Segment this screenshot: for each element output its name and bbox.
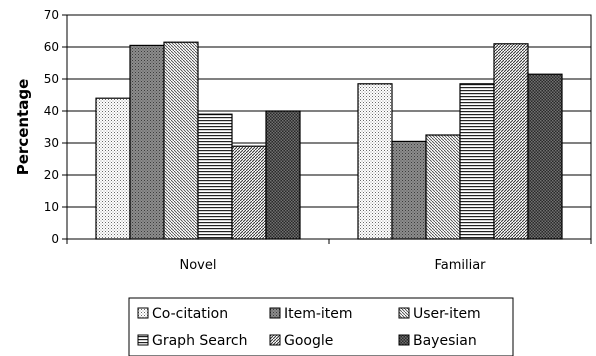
legend-label: Google <box>284 333 333 349</box>
axis-labels: 0 10 20 30 40 50 60 70 Novel Familiar <box>44 8 486 273</box>
bar-item-item-novel <box>129 44 165 240</box>
x-category-label: Novel <box>180 258 217 273</box>
bar-user-item-novel <box>163 41 199 240</box>
legend-label: Item-item <box>284 306 353 322</box>
bar-google-familiar <box>493 43 529 240</box>
bar-graph-search-novel <box>197 113 233 240</box>
y-tick-label: 20 <box>44 168 59 182</box>
y-tick-label: 0 <box>51 232 59 246</box>
plot-border <box>66 14 592 240</box>
legend-label: Co-citation <box>152 306 228 322</box>
bar-item-item-familiar <box>391 140 427 240</box>
legend-swatch <box>269 307 281 319</box>
legend-swatch <box>137 307 149 319</box>
bar-graph-search-familiar <box>459 83 495 240</box>
legend: Co-citation Item-item User-item Graph Searc… <box>128 297 514 356</box>
bar-co-citation-novel <box>95 97 131 240</box>
y-tick-label: 70 <box>44 8 59 22</box>
legend-label: Graph Search <box>152 333 248 349</box>
axes <box>62 14 592 244</box>
y-axis-label: Percentage <box>14 79 32 176</box>
bar-user-item-familiar <box>425 134 461 240</box>
bar-co-citation-familiar <box>357 83 393 240</box>
y-tick-label: 50 <box>44 72 59 86</box>
y-tick-label: 60 <box>44 40 59 54</box>
bar-bayesian-familiar <box>527 73 563 240</box>
legend-swatch <box>398 307 410 319</box>
y-tick-label: 10 <box>44 200 59 214</box>
legend-label: User-item <box>413 306 481 322</box>
legend-box <box>128 297 514 356</box>
y-tick-label: 30 <box>44 136 59 150</box>
legend-label: Bayesian <box>413 333 477 349</box>
bar-google-novel <box>231 145 267 240</box>
legend-swatch <box>269 334 281 346</box>
bars <box>95 41 563 240</box>
x-category-label: Familiar <box>434 258 486 273</box>
legend-swatch <box>137 334 149 346</box>
bar-bayesian-novel <box>265 110 301 240</box>
legend-swatch <box>398 334 410 346</box>
y-tick-label: 40 <box>44 104 59 118</box>
